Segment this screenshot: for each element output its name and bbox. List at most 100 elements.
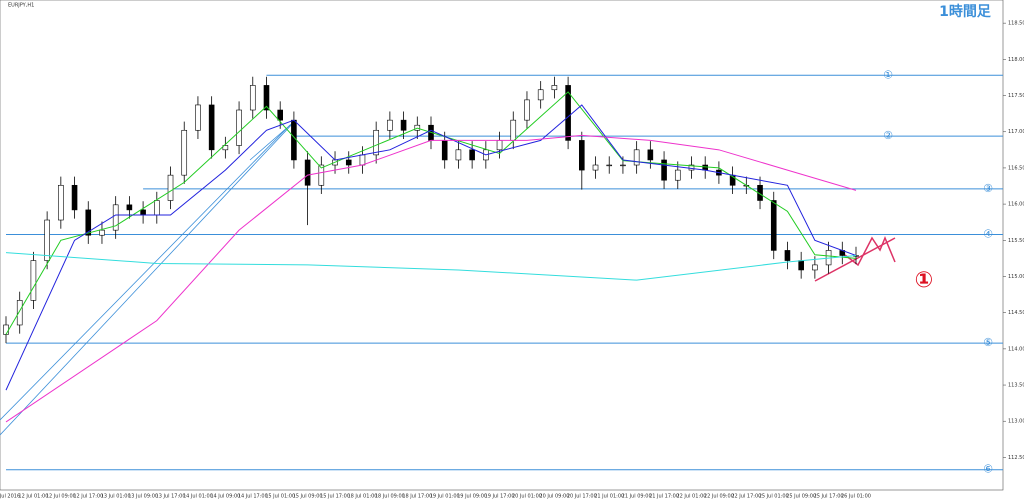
x-tick-label: 14 Jul 17:00 xyxy=(238,494,268,500)
candle-body xyxy=(661,159,667,181)
x-tick-label: 21 Jul 09:00 xyxy=(622,494,652,500)
candle-body xyxy=(3,324,9,335)
y-tick-label: 115.500 xyxy=(1008,238,1024,244)
timeframe-label: 1時間足 xyxy=(939,3,992,20)
y-tick-label: 118.000 xyxy=(1008,57,1024,63)
candle-body xyxy=(345,159,352,166)
moving-average xyxy=(5,252,857,281)
candle-body xyxy=(249,85,256,111)
x-tick-label: 25 Jul 17:00 xyxy=(814,494,844,500)
level-label: ① xyxy=(883,68,893,81)
candle-body xyxy=(510,119,517,141)
x-tick-label: 26 Jul 01:00 xyxy=(841,494,871,500)
x-tick-label: 21 Jul 17:00 xyxy=(649,494,679,500)
x-tick-label: 19 Jul 09:00 xyxy=(457,494,487,500)
candle-body xyxy=(30,260,37,301)
annotation: ① xyxy=(915,268,934,293)
candle-body xyxy=(688,164,695,171)
y-tick-label: 118.500 xyxy=(1008,21,1024,27)
candle-body xyxy=(181,129,188,176)
y-tick-label: 117.500 xyxy=(1008,93,1024,99)
candle-body xyxy=(647,149,654,161)
x-tick-label: 22 Jul 09:00 xyxy=(704,494,734,500)
candle-body xyxy=(784,250,791,261)
x-tick-label: 22 Jul 01:00 xyxy=(676,494,706,500)
trendline xyxy=(249,119,297,161)
x-tick-label: 20 Jul 01:00 xyxy=(512,494,542,500)
candle-body xyxy=(606,164,613,167)
candle-body xyxy=(263,85,270,111)
candle-body xyxy=(579,140,585,171)
level-label: ② xyxy=(883,129,893,142)
y-tick-label: 117.000 xyxy=(1008,129,1024,135)
candle-body xyxy=(702,164,708,171)
plot-frame xyxy=(0,0,1004,491)
x-tick-label: 12 Jul 09:00 xyxy=(46,494,76,500)
y-tick-label: 114.000 xyxy=(1008,346,1024,352)
candle-body xyxy=(455,149,462,161)
y-tick-label: 112.500 xyxy=(1008,455,1024,461)
trendline xyxy=(0,119,297,436)
x-tick-label: 21 Jul 01:00 xyxy=(594,494,624,500)
candle-body xyxy=(222,145,229,151)
candle-body xyxy=(304,159,311,186)
x-tick-label: 15 Jul 17:00 xyxy=(320,494,350,500)
trendline xyxy=(0,124,291,421)
candle-body xyxy=(112,204,119,231)
candle-body xyxy=(620,164,626,167)
candle-body xyxy=(208,104,215,151)
candle-body xyxy=(58,184,64,221)
candle-body xyxy=(387,119,393,131)
candle-body xyxy=(16,300,23,326)
x-tick-label: 14 Jul 09:00 xyxy=(210,494,240,500)
x-tick-label: 18 Jul 01:00 xyxy=(347,494,377,500)
candle-body xyxy=(318,164,325,186)
y-tick-label: 115.000 xyxy=(1008,274,1024,280)
moving-average xyxy=(5,134,857,423)
candle-body xyxy=(277,109,283,121)
y-tick-label: 116.000 xyxy=(1008,202,1024,208)
candle-body xyxy=(524,99,530,121)
candle-body xyxy=(373,129,379,156)
candle-body xyxy=(359,154,366,166)
candle-body xyxy=(140,209,146,216)
candle-body xyxy=(633,149,640,166)
x-tick-label: 12 Jul 17:00 xyxy=(73,494,103,500)
candle-body xyxy=(592,164,599,171)
x-tick-label: 15 Jul 09:00 xyxy=(293,494,323,500)
candle-body xyxy=(441,140,448,161)
level-label: ④ xyxy=(983,228,993,241)
moving-average xyxy=(5,104,857,391)
x-tick-label: 14 Jul 01:00 xyxy=(183,494,213,500)
candle-body xyxy=(71,184,78,211)
candle-body xyxy=(812,264,818,271)
x-tick-label: 19 Jul 17:00 xyxy=(485,494,515,500)
candle-body xyxy=(565,85,571,141)
level-label: ③ xyxy=(983,182,993,195)
x-tick-label: 13 Jul 01:00 xyxy=(101,494,131,500)
level-label: ⑤ xyxy=(983,336,993,349)
x-tick-label: 13 Jul 17:00 xyxy=(156,494,186,500)
y-tick-label: 113.000 xyxy=(1008,419,1024,425)
candle-body xyxy=(400,119,407,131)
x-tick-label: 20 Jul 09:00 xyxy=(539,494,569,500)
candle-body xyxy=(85,209,92,236)
candle-body xyxy=(44,219,50,261)
x-tick-label: 25 Jul 09:00 xyxy=(786,494,816,500)
x-tick-label: 22 Jul 17:00 xyxy=(731,494,761,500)
x-tick-label: 20 Jul 17:00 xyxy=(567,494,597,500)
candle-body xyxy=(167,174,174,201)
y-tick-label: 116.500 xyxy=(1008,165,1024,171)
candle-body xyxy=(154,200,160,216)
x-tick-label: 25 Jul 01:00 xyxy=(759,494,789,500)
candle-body xyxy=(469,149,475,161)
chart-title: EURJPY,H1 xyxy=(8,3,34,9)
candle-body xyxy=(99,229,105,236)
level-label: ⑥ xyxy=(983,463,993,476)
candle-body xyxy=(770,200,777,251)
candle-body xyxy=(537,89,544,101)
x-tick-label: 18 Jul 17:00 xyxy=(402,494,432,500)
candle-body xyxy=(798,260,804,271)
candle-body xyxy=(291,119,297,161)
